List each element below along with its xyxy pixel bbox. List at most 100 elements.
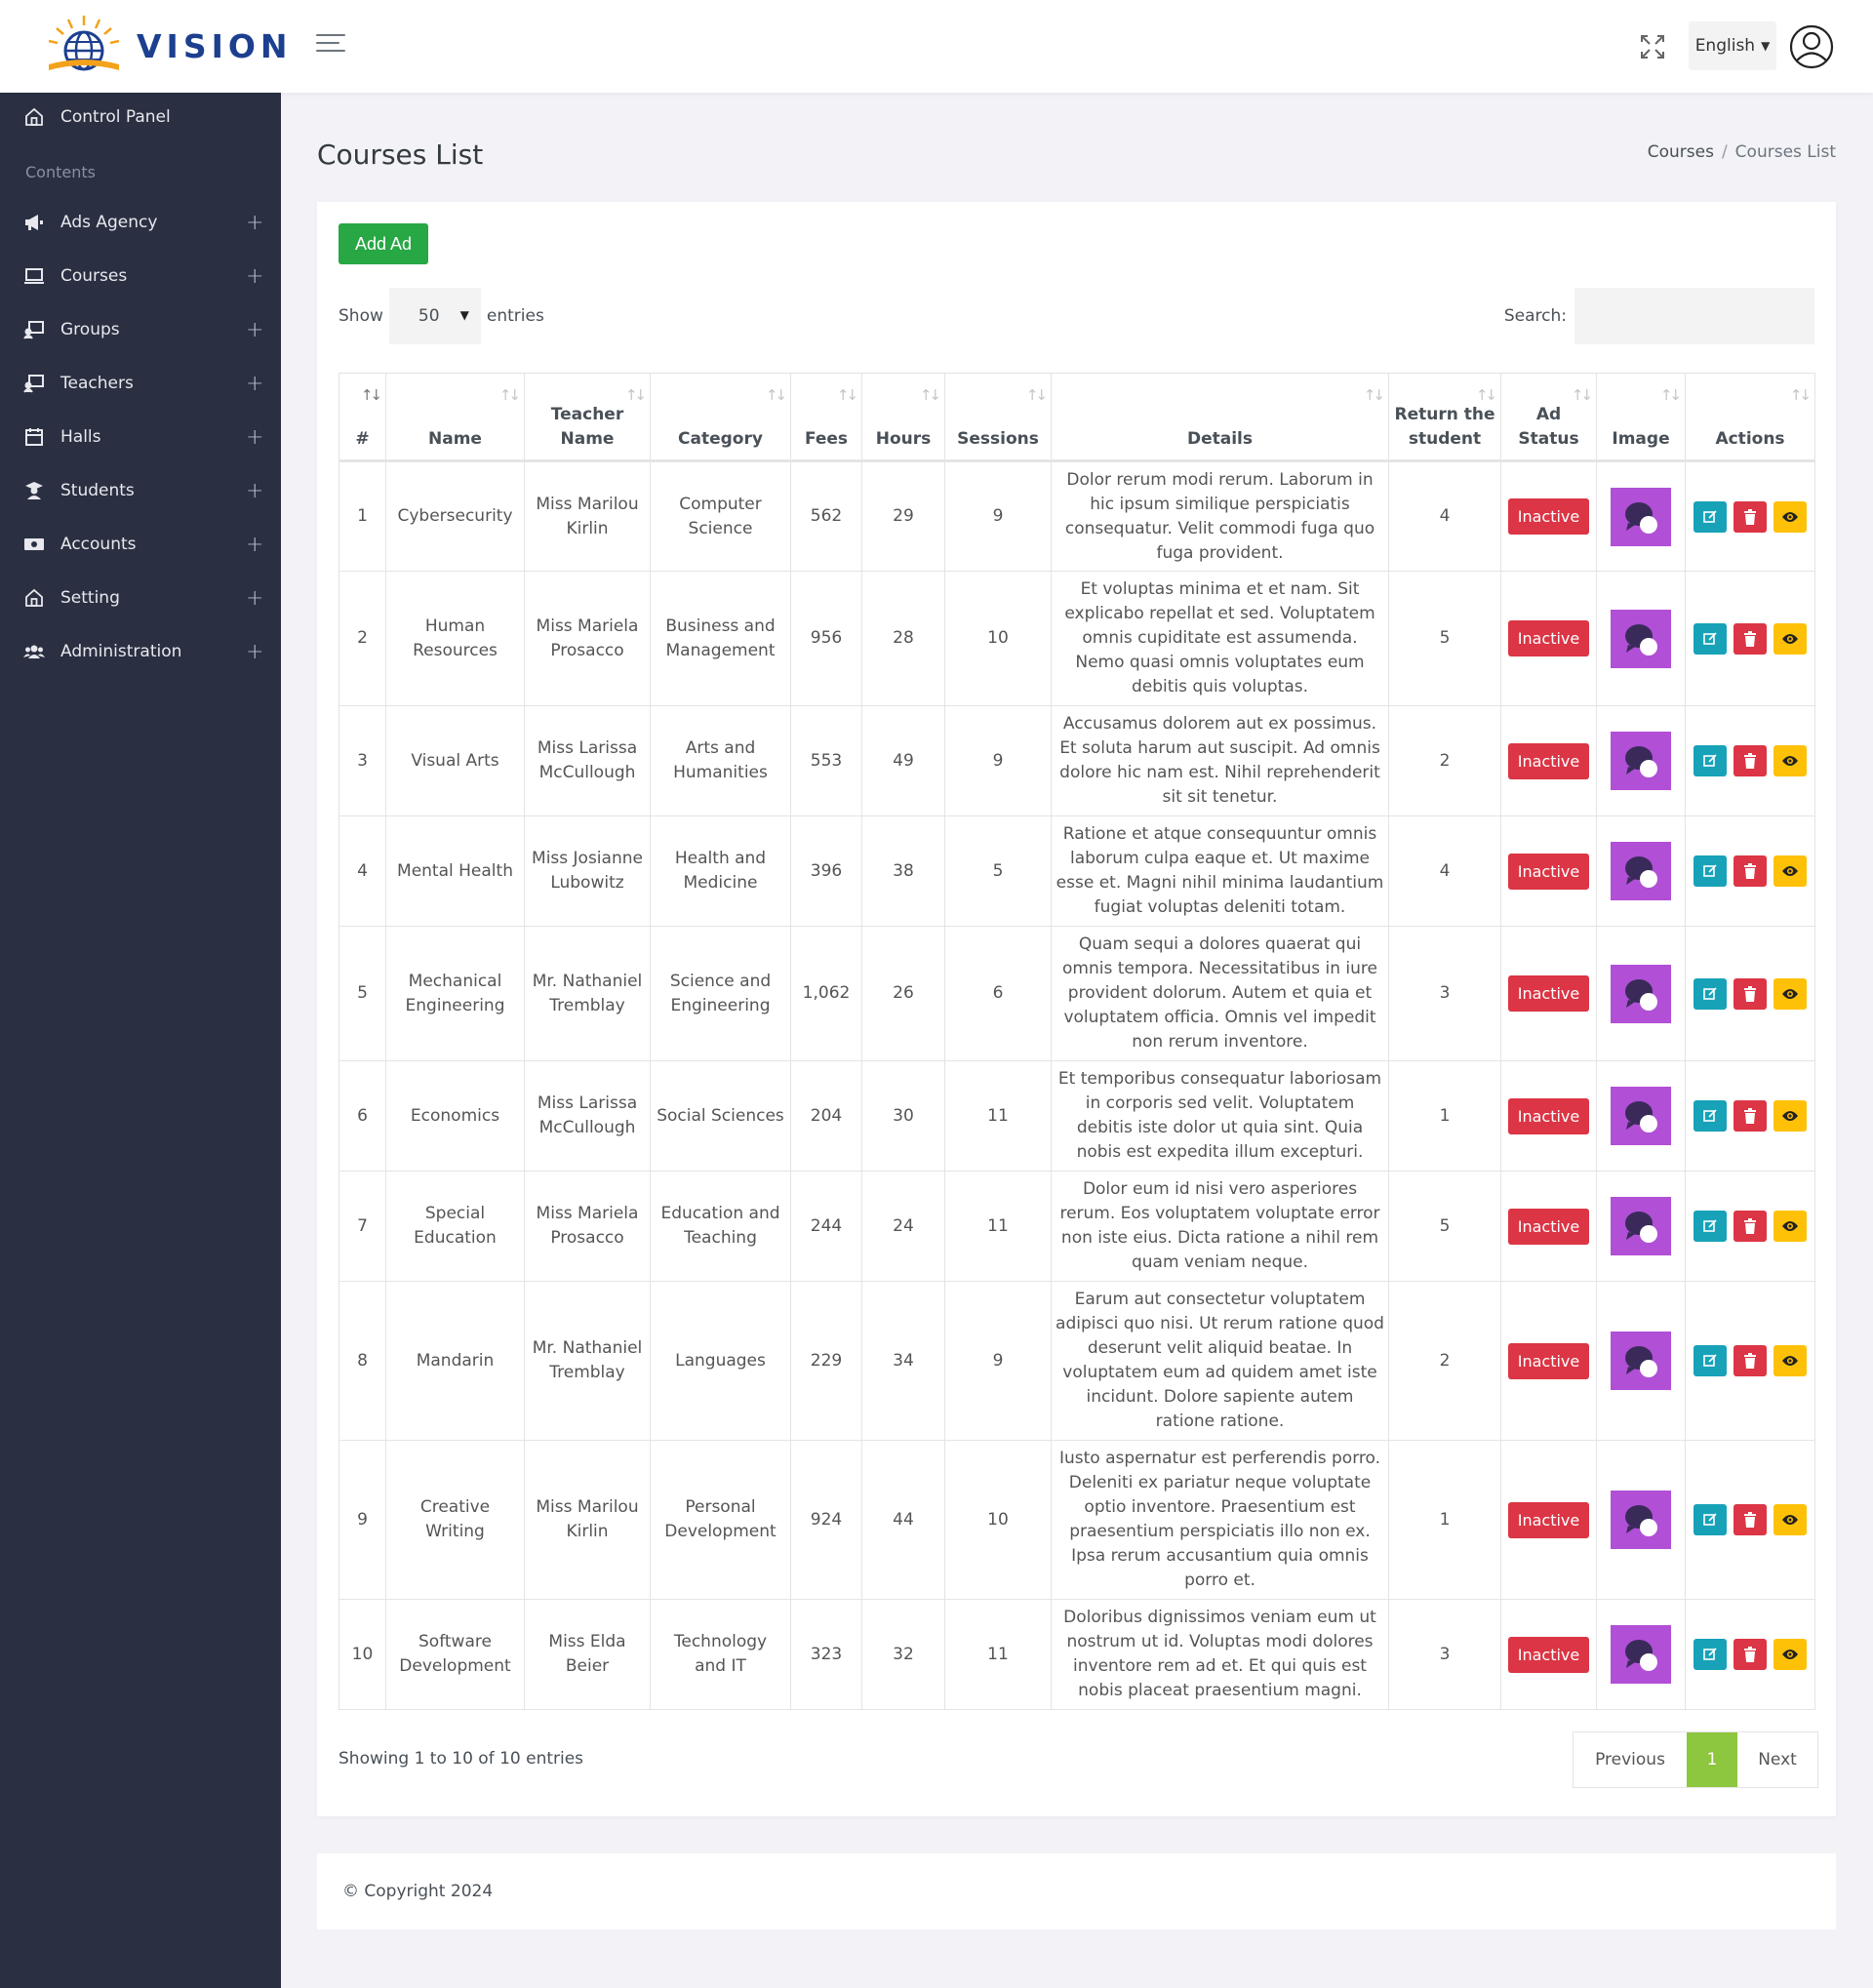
- table-row: 1 Cybersecurity Miss Marilou Kirlin Compute…: [339, 460, 1815, 572]
- status-badge[interactable]: Inactive: [1507, 742, 1590, 779]
- search-input[interactable]: [1574, 288, 1814, 344]
- status-badge[interactable]: Inactive: [1507, 1097, 1590, 1134]
- teacher-name-cell: Mr. Nathaniel Tremblay: [524, 1281, 651, 1441]
- column-header[interactable]: ↑↓ #: [339, 373, 386, 462]
- sidebar-item-students[interactable]: Students +: [0, 466, 281, 515]
- view-button[interactable]: [1773, 1345, 1807, 1376]
- edit-button[interactable]: [1694, 1211, 1727, 1242]
- view-button[interactable]: [1773, 1211, 1807, 1242]
- sidebar-item-teachers[interactable]: Teachers +: [0, 359, 281, 408]
- pagination-page-1[interactable]: 1: [1687, 1732, 1737, 1787]
- status-badge[interactable]: Inactive: [1507, 498, 1590, 535]
- image-cell: [1596, 815, 1686, 927]
- column-header[interactable]: ↑↓ Actions: [1685, 373, 1815, 462]
- status-badge[interactable]: Inactive: [1507, 1636, 1590, 1673]
- delete-button[interactable]: [1734, 1211, 1767, 1242]
- column-header[interactable]: ↑↓ Return the student: [1388, 373, 1501, 462]
- delete-button[interactable]: [1734, 1504, 1767, 1535]
- edit-button[interactable]: [1694, 745, 1727, 776]
- column-header[interactable]: ↑↓ Sessions: [944, 373, 1052, 462]
- sessions-cell: 9: [944, 1281, 1052, 1441]
- breadcrumb-link-courses[interactable]: Courses: [1647, 142, 1714, 162]
- sidebar-item-ads-agency[interactable]: Ads Agency +: [0, 198, 281, 247]
- view-button[interactable]: [1773, 855, 1807, 887]
- sidebar-item-label: Setting: [60, 588, 120, 608]
- delete-button[interactable]: [1734, 1100, 1767, 1132]
- sidebar-item-control-panel[interactable]: Control Panel: [0, 93, 281, 141]
- delete-button[interactable]: [1734, 1639, 1767, 1670]
- action-buttons: [1692, 977, 1809, 1010]
- status-badge[interactable]: Inactive: [1507, 1342, 1590, 1379]
- sidebar-item-label: Students: [60, 481, 135, 500]
- view-button[interactable]: [1773, 1639, 1807, 1670]
- column-header[interactable]: ↑↓ Teacher Name: [524, 373, 651, 462]
- edit-button[interactable]: [1694, 1504, 1727, 1535]
- column-header[interactable]: ↑↓ Category: [650, 373, 791, 462]
- delete-button[interactable]: [1734, 745, 1767, 776]
- details-cell: Quam sequi a dolores quaerat qui omnis t…: [1051, 926, 1389, 1061]
- details-cell: Et voluptas minima et et nam. Sit explic…: [1051, 571, 1389, 706]
- column-header[interactable]: ↑↓ Details: [1051, 373, 1389, 462]
- chat-bubbles-icon: [1625, 623, 1657, 656]
- sidebar-item-halls[interactable]: Halls +: [0, 413, 281, 461]
- status-badge[interactable]: Inactive: [1507, 1501, 1590, 1538]
- hours-cell: 28: [861, 571, 945, 706]
- delete-button[interactable]: [1734, 977, 1767, 1010]
- column-header[interactable]: ↑↓ Fees: [790, 373, 862, 462]
- view-button[interactable]: [1773, 745, 1807, 776]
- actions-cell: [1685, 926, 1815, 1061]
- fullscreen-icon[interactable]: [1639, 33, 1666, 60]
- column-header[interactable]: ↑↓ Ad Status: [1500, 373, 1597, 462]
- column-header[interactable]: ↑↓ Name: [385, 373, 525, 462]
- logo[interactable]: VISION: [39, 12, 293, 80]
- sidebar-item-courses[interactable]: Courses +: [0, 252, 281, 300]
- status-badge[interactable]: Inactive: [1507, 975, 1590, 1012]
- edit-button[interactable]: [1694, 855, 1727, 887]
- entries-label: entries: [486, 306, 544, 326]
- delete-button[interactable]: [1734, 622, 1767, 655]
- delete-button[interactable]: [1734, 855, 1767, 887]
- view-button[interactable]: [1773, 1504, 1807, 1535]
- expand-icon: +: [246, 263, 264, 289]
- page-length-select[interactable]: 50 ▼: [388, 288, 481, 344]
- pagination-previous[interactable]: Previous: [1595, 1750, 1665, 1769]
- delete-button[interactable]: [1734, 500, 1767, 533]
- expand-icon: +: [246, 317, 264, 342]
- pagination-next[interactable]: Next: [1758, 1750, 1797, 1769]
- sidebar-item-accounts[interactable]: Accounts +: [0, 520, 281, 569]
- edit-button[interactable]: [1694, 977, 1727, 1010]
- course-name-cell: Special Education: [385, 1171, 525, 1282]
- actions-cell: [1685, 1599, 1815, 1710]
- user-avatar-icon[interactable]: [1789, 24, 1834, 69]
- view-button[interactable]: [1773, 977, 1807, 1010]
- sidebar-item-groups[interactable]: Groups +: [0, 305, 281, 354]
- details-cell: Ratione et atque consequuntur omnis labo…: [1051, 815, 1389, 927]
- edit-button[interactable]: [1694, 622, 1727, 655]
- view-button[interactable]: [1773, 1100, 1807, 1132]
- status-badge[interactable]: Inactive: [1507, 853, 1590, 890]
- language-dropdown[interactable]: English ▼: [1689, 21, 1776, 70]
- actions-cell: [1685, 1281, 1815, 1441]
- view-button[interactable]: [1773, 500, 1807, 533]
- status-badge[interactable]: Inactive: [1507, 620, 1590, 656]
- status-badge[interactable]: Inactive: [1507, 1208, 1590, 1245]
- edit-button[interactable]: [1694, 1345, 1727, 1376]
- expand-icon: +: [246, 424, 264, 450]
- sessions-cell: 5: [944, 815, 1052, 927]
- delete-button[interactable]: [1734, 1345, 1767, 1376]
- edit-button[interactable]: [1694, 1100, 1727, 1132]
- column-header[interactable]: ↑↓ Hours: [861, 373, 945, 462]
- category-cell: Personal Development: [650, 1440, 791, 1600]
- course-image: [1611, 1625, 1671, 1684]
- view-button[interactable]: [1773, 622, 1807, 655]
- sidebar-item-setting[interactable]: Setting +: [0, 574, 281, 622]
- sidebar-item-administration[interactable]: Administration +: [0, 627, 281, 676]
- edit-button[interactable]: [1694, 500, 1727, 533]
- menu-toggle-icon[interactable]: [316, 34, 345, 60]
- column-header[interactable]: ↑↓ Image: [1596, 373, 1686, 462]
- add-ad-button[interactable]: Add Ad: [339, 223, 428, 264]
- sidebar-item-label: Halls: [60, 427, 101, 447]
- edit-button[interactable]: [1694, 1639, 1727, 1670]
- table-row: 5 Mechanical Engineering Mr. Nathaniel Tre…: [339, 926, 1815, 1061]
- home-icon: [25, 107, 43, 126]
